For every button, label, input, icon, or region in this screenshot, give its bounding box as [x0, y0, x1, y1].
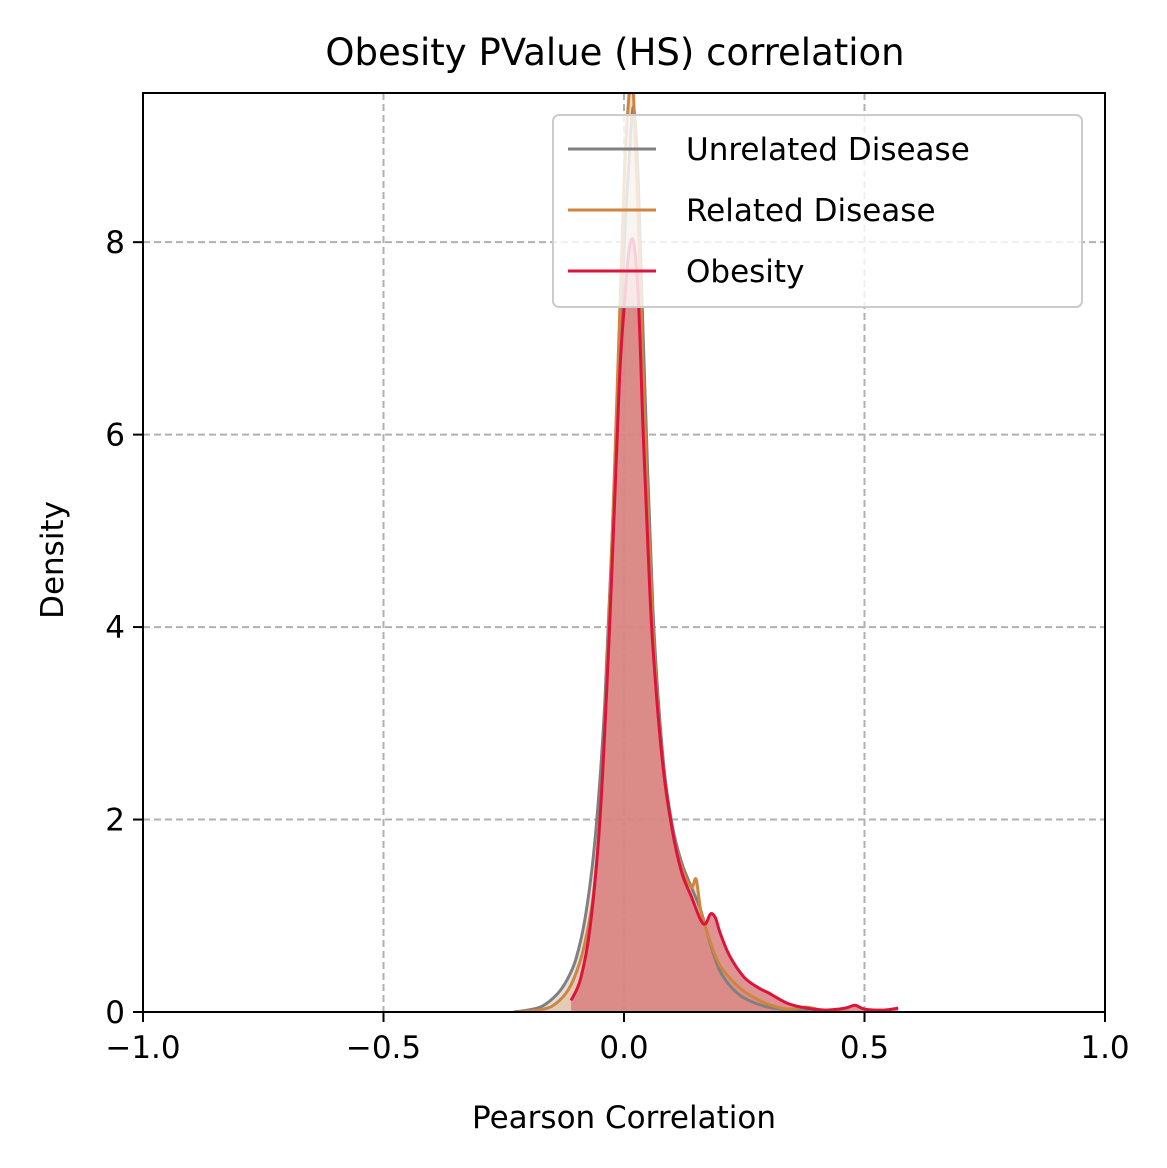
density-fills [513, 93, 899, 1012]
legend-label: Obesity [686, 254, 804, 290]
legend-box [552, 114, 1083, 308]
axis-ticks: −1.0 −0.5 0.0 0.5 1.0 0 2 4 6 8 [105, 225, 1129, 1066]
y-axis-title: Density [35, 501, 71, 619]
legend-label: Related Disease [686, 193, 936, 229]
y-tick-label: 8 [105, 225, 125, 261]
x-tick-label: −1.0 [105, 1030, 180, 1066]
x-tick-label: 0.5 [840, 1030, 889, 1066]
x-tick-label: −0.5 [346, 1030, 421, 1066]
y-tick-label: 0 [105, 995, 125, 1031]
y-tick-label: 2 [105, 803, 125, 839]
density-line-3 [569, 237, 899, 1012]
legend-label: Unrelated Disease [686, 132, 970, 168]
y-tick-label: 6 [105, 418, 125, 454]
x-axis-title: Pearson Correlation [472, 1100, 776, 1136]
x-tick-label: 0.0 [599, 1030, 648, 1066]
legend: Unrelated Disease Related Disease Obesity [552, 114, 1083, 308]
chart-title: Obesity PValue (HS) correlation [325, 31, 904, 74]
density-fill-3 [571, 238, 899, 1012]
x-tick-label: 1.0 [1080, 1030, 1129, 1066]
y-tick-label: 4 [105, 610, 125, 646]
